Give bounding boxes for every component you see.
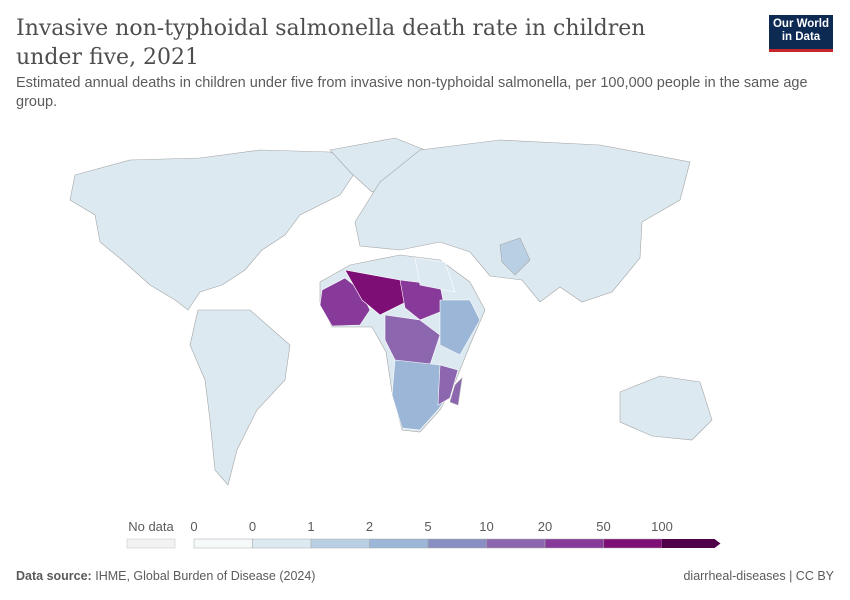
legend-bin (369, 538, 429, 549)
east-africa (439, 299, 481, 356)
legend-tick-label: 50 (596, 519, 610, 534)
legend: No data 0 0 1 2 5 10 20 50 100 (126, 519, 721, 549)
legend-bin (486, 538, 546, 549)
legend-tick-label: 20 (538, 519, 552, 534)
afghanistan-pakistan (499, 237, 531, 276)
legend-no-data-swatch (126, 538, 176, 549)
madagascar (449, 377, 463, 406)
legend-no-data-label: No data (128, 519, 174, 534)
legend-bin (427, 538, 487, 549)
world-map[interactable] (0, 135, 760, 495)
legend-tick-label: 5 (424, 519, 431, 534)
legend-bin-last (662, 539, 721, 548)
legend-tick-label: 0 (190, 519, 197, 534)
source-text[interactable]: IHME, Global Burden of Disease (2024) (95, 569, 316, 583)
south-america (189, 309, 291, 486)
owid-logo[interactable]: Our World in Data (769, 15, 833, 52)
chart-title: Invasive non-typhoidal salmonella death … (16, 16, 646, 70)
eurasia (354, 139, 691, 303)
legend-tick-label: 0 (249, 519, 256, 534)
legend-tick-label: 100 (651, 519, 673, 534)
legend-bin (193, 538, 253, 549)
chart-subtitle: Estimated annual deaths in children unde… (16, 75, 808, 110)
logo-line2: in Data (781, 31, 821, 43)
legend-bin (252, 538, 312, 549)
logo-line1: Our World (772, 18, 829, 30)
north-america (69, 149, 361, 311)
north-africa-east (414, 257, 456, 293)
legend-tick-label: 10 (479, 519, 493, 534)
mali-niger (344, 269, 411, 316)
data-source: Data source: IHME, Global Burden of Dise… (16, 569, 315, 583)
mozambique (437, 364, 459, 406)
legend-bin (603, 538, 663, 549)
source-label: Data source: (16, 569, 92, 583)
legend-bin (310, 538, 370, 549)
footer-right[interactable]: diarrheal-diseases | CC BY (683, 569, 834, 583)
legend-tick-label: 2 (366, 519, 373, 534)
legend-tick-label: 1 (307, 519, 314, 534)
legend-bin (544, 538, 604, 549)
australia (619, 375, 713, 441)
